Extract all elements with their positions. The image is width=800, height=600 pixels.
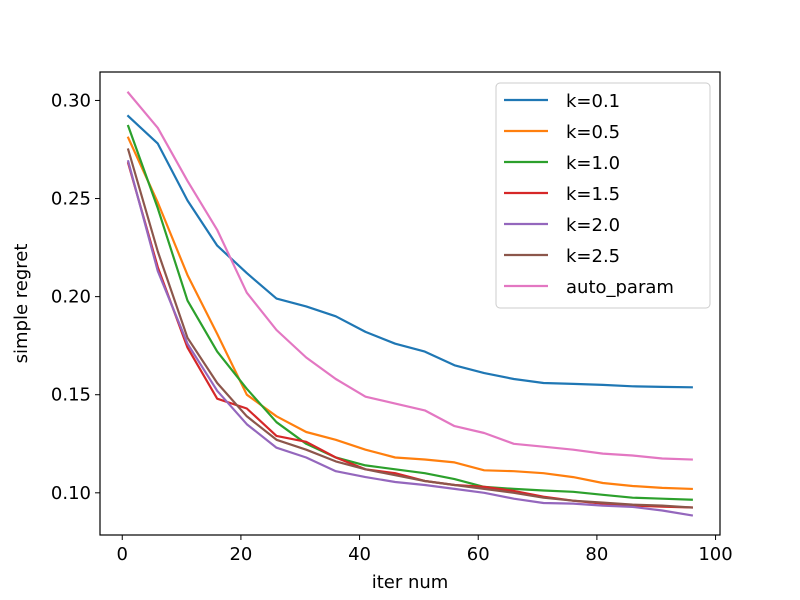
x-tick-label: 80	[585, 544, 608, 565]
y-tick-label: 0.20	[51, 287, 91, 308]
y-tick-label: 0.15	[51, 385, 91, 406]
y-tick-label: 0.25	[51, 189, 91, 210]
legend-label: auto_param	[566, 277, 674, 298]
y-axis: 0.10 0.15 0.20 0.25 0.30	[51, 90, 100, 504]
y-tick-label: 0.10	[51, 483, 91, 504]
legend-label: k=0.5	[566, 122, 620, 143]
legend: k=0.1 k=0.5 k=1.0 k=1.5 k=2.0 k=2.5 auto_param	[495, 82, 711, 309]
y-tick-label: 0.30	[51, 90, 91, 111]
x-tick-label: 60	[467, 544, 490, 565]
x-axis: 0 20 40 60 80 100	[117, 535, 733, 565]
series-line-k-2-0	[126, 159, 694, 517]
x-axis-label: iter num	[372, 572, 449, 593]
x-tick-label: 100	[698, 544, 732, 565]
series-line-auto-param	[126, 91, 693, 461]
plot-frame	[99, 71, 721, 536]
legend-label: k=1.5	[566, 184, 620, 205]
y-axis-label: simple regret	[11, 244, 32, 364]
x-tick-label: 0	[117, 544, 128, 565]
series-line-k-0-5	[126, 136, 693, 491]
x-tick-label: 40	[348, 544, 371, 565]
legend-label: k=2.5	[566, 246, 620, 267]
legend-label: k=2.0	[566, 215, 620, 236]
series-line-k-0-1	[126, 114, 693, 389]
series-layer	[126, 91, 694, 517]
legend-label: k=1.0	[566, 153, 620, 174]
x-tick-label: 20	[229, 544, 252, 565]
series-line-k-2-5	[126, 148, 693, 509]
legend-box	[495, 82, 711, 309]
series-line-k-1-0	[126, 124, 693, 501]
legend-label: k=0.1	[566, 91, 620, 112]
